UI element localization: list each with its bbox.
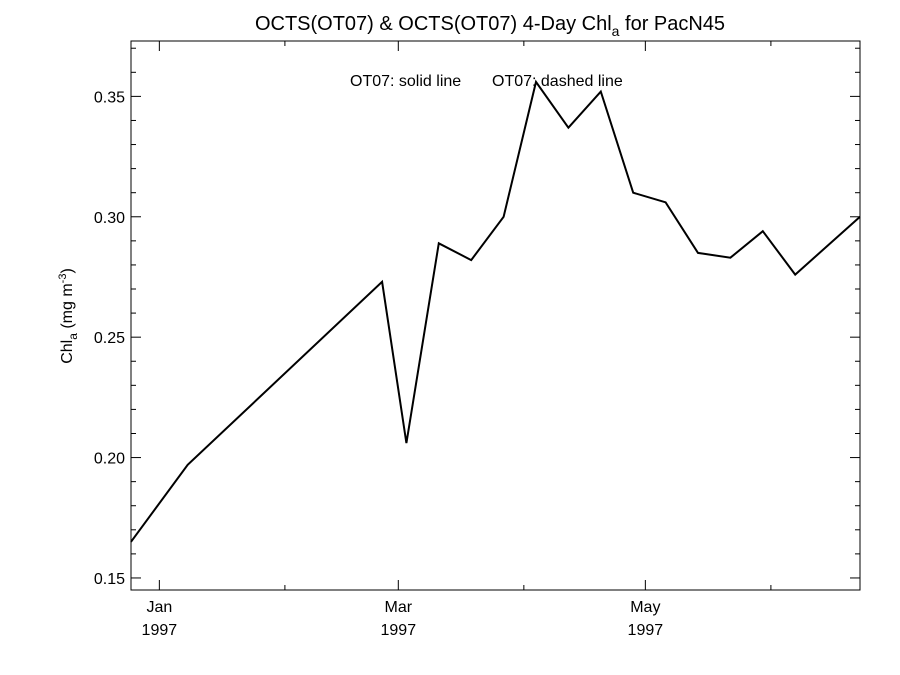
y-tick-label: 0.25 — [94, 330, 125, 347]
y-axis-label-exponent: -3 — [57, 274, 69, 284]
y-axis-label: Chla (mg m-3) — [57, 268, 80, 364]
chart-title: OCTS(OT07) & OCTS(OT07) 4-Day Chla for P… — [255, 13, 725, 39]
series-line — [130, 79, 861, 543]
x-tick-label-month: Jan — [146, 599, 172, 616]
chart-title-suffix: for PacN45 — [619, 13, 725, 35]
annotation-solid-line: OT07: solid line — [350, 73, 461, 90]
y-tick-label: 0.15 — [94, 571, 125, 588]
plot-frame — [130, 40, 861, 591]
y-axis-label-unit: (mg m — [59, 283, 76, 333]
x-tick-label-year: 1997 — [381, 622, 417, 639]
chart-title-main: OCTS(OT07) & OCTS(OT07) 4-Day Chl — [255, 13, 612, 35]
y-tick-label: 0.20 — [94, 451, 125, 468]
y-axis-label-unit-close: ) — [59, 268, 76, 273]
y-tick-label: 0.35 — [94, 89, 125, 106]
chart-title-subscript: a — [612, 23, 620, 39]
axes: 0.15 0.20 0.25 0.30 0.35 Jan 1997 Mar 1997 May 199… — [94, 41, 860, 639]
x-tick-label-year: 1997 — [628, 622, 664, 639]
x-tick-label-year: 1997 — [142, 622, 178, 639]
x-tick-label-month: May — [630, 599, 660, 616]
y-axis-label-main: Chl — [59, 340, 76, 364]
y-axis-label-subscript: a — [66, 333, 80, 340]
series-group — [130, 79, 861, 543]
y-tick-label: 0.30 — [94, 210, 125, 227]
annotation-dashed-line: OT07: dashed line — [492, 73, 623, 90]
x-tick-label-month: Mar — [385, 599, 413, 616]
